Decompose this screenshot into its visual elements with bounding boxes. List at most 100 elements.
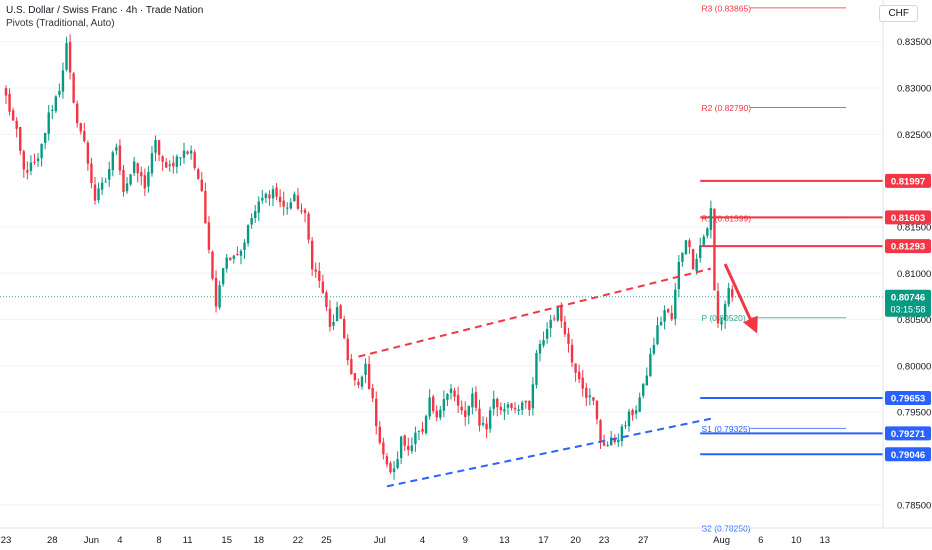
candle-body <box>382 442 385 455</box>
candle-body <box>303 209 307 214</box>
candle-body <box>339 305 342 319</box>
candle-body <box>54 96 58 112</box>
candle-body <box>510 403 513 409</box>
time-tick-label: 11 <box>183 535 193 546</box>
candle-body <box>610 437 613 446</box>
candle-body <box>399 436 403 459</box>
candle-body <box>488 410 492 429</box>
candle-body <box>257 201 260 213</box>
time-tick-label: 25 <box>321 535 332 546</box>
price-tick-label: 0.81500 <box>897 222 931 233</box>
candle-body <box>282 200 285 207</box>
candle-body <box>161 156 164 162</box>
candle-body <box>157 140 161 155</box>
candle-body <box>165 162 168 168</box>
candle-body <box>456 394 460 406</box>
candle-body <box>246 225 250 244</box>
candle-body <box>577 371 581 380</box>
price-axis[interactable]: 0.83500 0.83000 0.82500 0.81500 0.81000 0.805… <box>882 0 932 550</box>
candle-body <box>442 399 446 411</box>
candle-body <box>581 377 584 389</box>
time-axis[interactable]: 23 28 Jun 4 8 11 15 18 22 25 Jul 4 9 13 17 20 23 27 Aug 6 10… <box>0 527 932 546</box>
level-badge-label: 0.81603 <box>891 213 925 224</box>
candle-body <box>499 406 503 411</box>
candle-body <box>182 150 186 158</box>
candle-body <box>585 387 588 398</box>
candles <box>4 34 734 480</box>
candle-body <box>328 308 332 327</box>
candle-body <box>22 151 25 170</box>
candle-body <box>403 435 406 446</box>
candle-body <box>207 222 211 250</box>
candle-body <box>602 442 606 446</box>
candle-body <box>268 194 271 199</box>
price-tick-label: 0.83500 <box>897 37 931 48</box>
candle-body <box>225 257 228 269</box>
candle-body <box>620 426 624 442</box>
candle-body <box>197 169 200 179</box>
candle-body <box>720 321 723 325</box>
candle-body <box>521 402 524 411</box>
candle-body <box>108 169 111 180</box>
candle-body <box>375 398 378 427</box>
candle-body <box>645 375 648 386</box>
candle-body <box>378 426 381 443</box>
candle-body <box>524 400 527 403</box>
candle-body <box>617 439 620 443</box>
level-badge <box>885 426 931 441</box>
candle-body <box>314 269 317 272</box>
candle-body <box>670 312 673 320</box>
level-badge <box>885 391 931 406</box>
candle-body <box>76 103 79 124</box>
candle-body <box>90 163 93 184</box>
candle-body <box>79 123 82 132</box>
candle-body <box>232 255 236 259</box>
candle-body <box>588 395 592 398</box>
currency-button[interactable]: CHF <box>879 5 918 22</box>
time-tick-label: 27 <box>638 535 649 546</box>
candle-body <box>613 438 616 443</box>
candle-body <box>332 321 335 326</box>
time-tick-label: 6 <box>758 535 763 546</box>
candle-body <box>656 325 659 345</box>
candle-body <box>172 162 175 167</box>
candle-body <box>300 210 303 212</box>
level-badge-label: 0.79653 <box>891 394 925 405</box>
candle-body <box>513 407 517 410</box>
time-tick-label: Aug <box>713 535 730 546</box>
key-level-lines <box>700 179 883 456</box>
pivot-label: R2 (0.82790) <box>701 103 751 113</box>
candle-body <box>100 182 104 190</box>
channel-line <box>386 417 712 488</box>
candle-body <box>83 131 86 142</box>
candle-body <box>115 147 118 151</box>
candle-body <box>335 307 339 322</box>
candle-body <box>631 410 634 416</box>
candle-body <box>4 88 8 96</box>
candle-body <box>506 404 510 408</box>
time-tick-label: 9 <box>463 535 468 546</box>
candle-body <box>364 363 367 375</box>
candle-body <box>154 140 157 153</box>
candle-body <box>460 406 463 411</box>
candle-body <box>264 193 268 198</box>
candle-body <box>86 142 90 164</box>
candle-body <box>236 253 239 255</box>
candle-body <box>186 151 189 154</box>
candle-body <box>627 411 631 427</box>
candle-body <box>346 338 349 361</box>
candle-body <box>396 459 399 468</box>
candle-body <box>424 415 428 433</box>
candle-body <box>706 228 709 236</box>
pivot-label: R3 (0.83865) <box>701 3 751 13</box>
candle-body <box>218 285 221 308</box>
time-tick-label: 28 <box>47 535 58 546</box>
candle-body <box>189 150 193 154</box>
candle-body <box>293 194 296 202</box>
candle-body <box>677 261 681 290</box>
time-tick-label: Jun <box>84 535 99 546</box>
candle-body <box>652 344 656 354</box>
candle-body <box>727 287 730 305</box>
